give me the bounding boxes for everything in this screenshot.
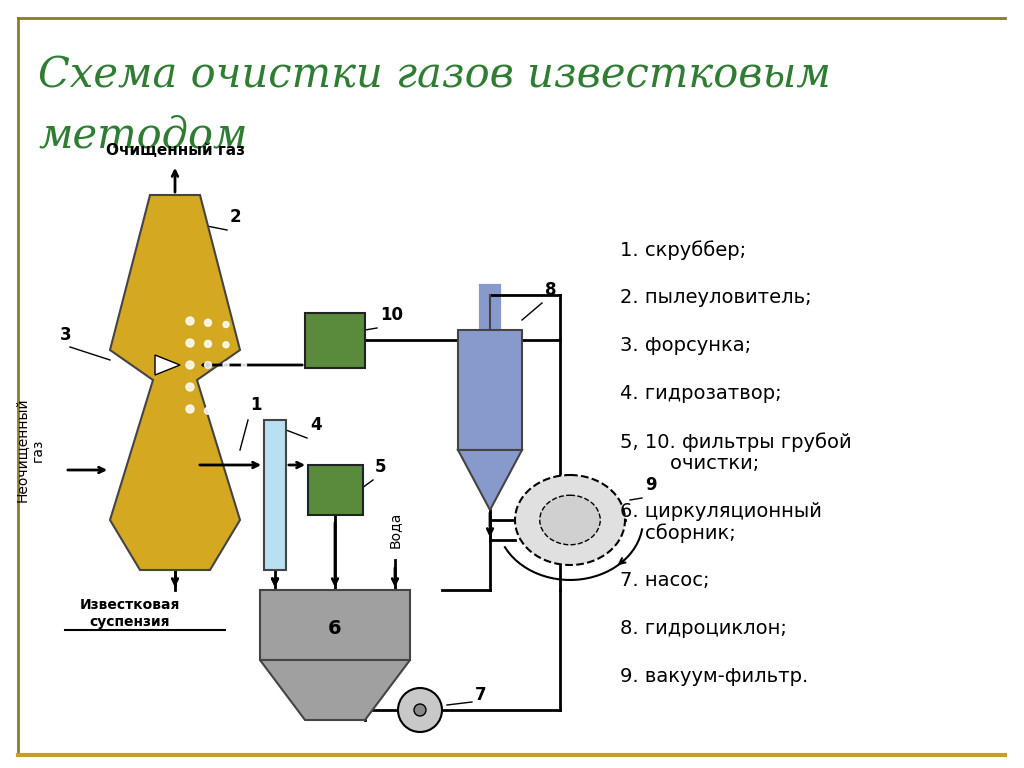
Text: 9: 9 — [645, 476, 656, 494]
Text: 7: 7 — [475, 686, 486, 704]
Circle shape — [186, 339, 194, 347]
Text: 5: 5 — [375, 458, 386, 476]
Text: 8. гидроциклон;: 8. гидроциклон; — [620, 619, 786, 638]
Text: 10: 10 — [380, 306, 403, 324]
Circle shape — [205, 340, 212, 347]
Text: методом: методом — [38, 115, 248, 157]
Text: 4. гидрозатвор;: 4. гидрозатвор; — [620, 384, 781, 403]
Text: 7. насос;: 7. насос; — [620, 571, 710, 590]
Circle shape — [242, 324, 247, 329]
Text: 2: 2 — [230, 208, 242, 226]
Text: 9. вакуум-фильтр.: 9. вакуум-фильтр. — [620, 667, 808, 686]
Circle shape — [205, 319, 212, 326]
Text: 1: 1 — [250, 396, 261, 414]
Text: 6. циркуляционный: 6. циркуляционный — [620, 502, 822, 521]
Circle shape — [223, 409, 229, 415]
Ellipse shape — [515, 475, 625, 565]
Circle shape — [414, 704, 426, 716]
Circle shape — [242, 362, 247, 368]
Circle shape — [242, 343, 247, 348]
Text: 5, 10. фильтры грубой: 5, 10. фильтры грубой — [620, 432, 852, 452]
Circle shape — [242, 387, 247, 392]
Text: 8: 8 — [545, 281, 556, 299]
Circle shape — [223, 386, 229, 392]
Bar — [308, 465, 362, 515]
Circle shape — [186, 383, 194, 391]
Text: Вода: Вода — [388, 511, 402, 548]
Polygon shape — [110, 195, 240, 570]
Circle shape — [205, 407, 212, 414]
Circle shape — [223, 322, 229, 327]
Text: сборник;: сборник; — [620, 524, 736, 543]
Circle shape — [186, 405, 194, 413]
Text: 6: 6 — [328, 618, 342, 637]
Text: Схема очистки газов известковым: Схема очистки газов известковым — [38, 55, 830, 97]
Text: 3. форсунка;: 3. форсунка; — [620, 336, 752, 355]
Text: 4: 4 — [310, 416, 322, 434]
Circle shape — [242, 412, 247, 417]
Text: Неочищенный
газ: Неочищенный газ — [15, 398, 45, 502]
Polygon shape — [458, 450, 522, 510]
Circle shape — [398, 688, 442, 732]
Ellipse shape — [540, 495, 600, 545]
Polygon shape — [155, 355, 180, 375]
Circle shape — [205, 384, 212, 392]
Text: суспензия: суспензия — [90, 615, 170, 629]
Text: очистки;: очистки; — [620, 454, 759, 473]
Text: 1. скруббер;: 1. скруббер; — [620, 240, 746, 260]
Bar — [305, 313, 365, 368]
Text: Очищенный газ: Очищенный газ — [105, 143, 245, 158]
Circle shape — [186, 317, 194, 325]
Bar — [264, 420, 286, 570]
Text: 3: 3 — [60, 326, 72, 344]
Text: Известковая: Известковая — [80, 598, 180, 612]
Bar — [260, 590, 410, 660]
Circle shape — [186, 361, 194, 369]
Circle shape — [205, 362, 212, 369]
Circle shape — [223, 362, 229, 368]
Polygon shape — [260, 660, 410, 720]
Text: 2. пылеуловитель;: 2. пылеуловитель; — [620, 288, 812, 307]
Circle shape — [223, 342, 229, 348]
Polygon shape — [458, 330, 522, 450]
